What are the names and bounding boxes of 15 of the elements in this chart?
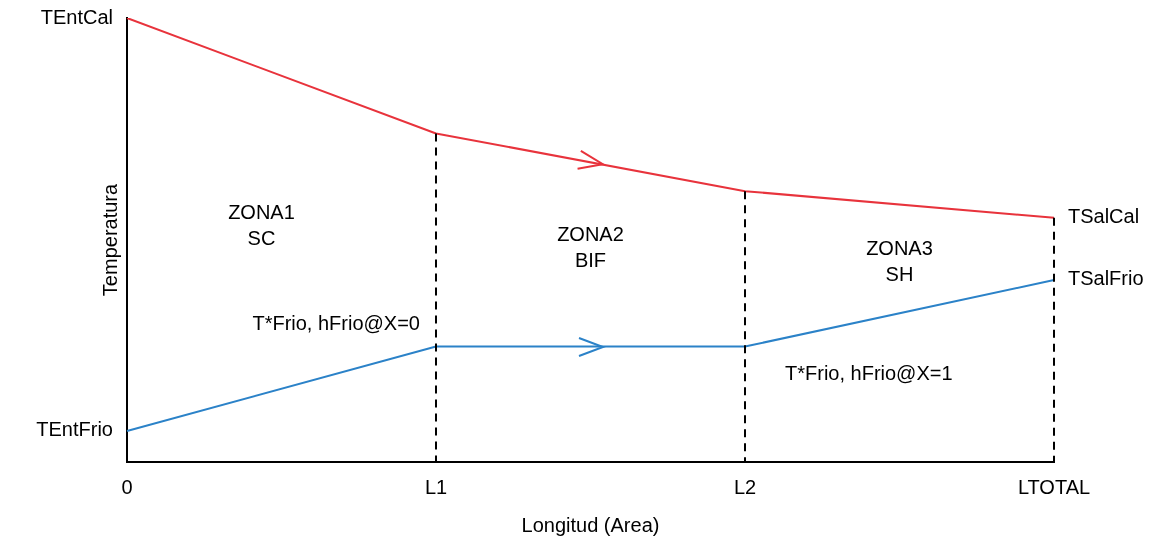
annotation: T*Frio, hFrio@X=1 bbox=[785, 362, 953, 385]
annotation: ZONA2 BIF bbox=[557, 223, 624, 272]
annotation: TSalCal bbox=[1068, 205, 1140, 228]
x-tick-label: LTOTAL bbox=[1017, 475, 1091, 498]
y-axis-title: Temperatura bbox=[98, 182, 121, 297]
annotation: T*Frio, hFrio@X=0 bbox=[252, 312, 420, 335]
x-tick-label: 0 bbox=[121, 475, 133, 498]
annotation: TEntCal bbox=[40, 5, 113, 28]
annotation: ZONA1 SC bbox=[228, 201, 295, 250]
annotation: TSalFrio bbox=[1068, 267, 1144, 290]
x-tick-label: L2 bbox=[733, 475, 757, 498]
annotation: ZONA3 SH bbox=[866, 236, 933, 285]
x-axis-title: Longitud (Area) bbox=[521, 513, 660, 536]
annotation: TEntFrio bbox=[36, 418, 113, 441]
x-tick-label: L1 bbox=[424, 475, 448, 498]
